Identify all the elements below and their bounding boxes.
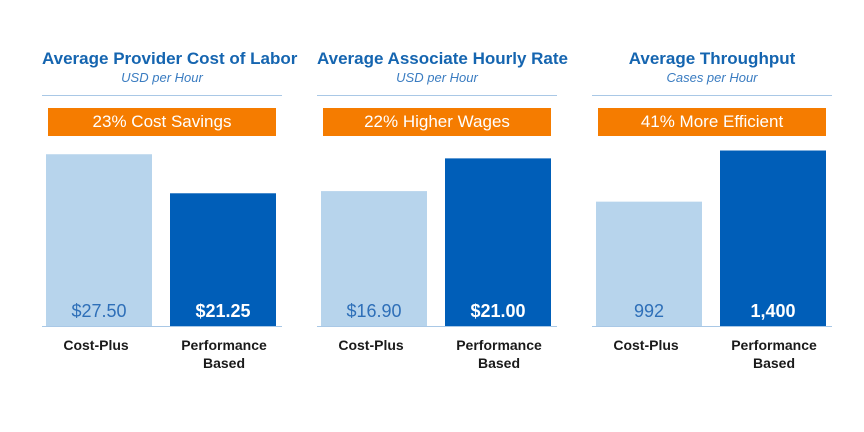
title-divider [42, 95, 282, 96]
data-label-cost-plus: 992 [634, 301, 664, 321]
chart-panel-labor-cost: Average Provider Cost of Labor USD per H… [42, 0, 298, 432]
category-label-performance-based: Performance Based [731, 337, 817, 371]
category-label-cost-plus: Cost-Plus [613, 337, 679, 353]
chart-title: Average Throughput [628, 49, 796, 68]
bar-cost-plus [321, 191, 427, 326]
data-label-performance-based: $21.00 [470, 301, 525, 321]
chart-panel-throughput: Average Throughput Cases per Hour 41% Mo… [592, 0, 832, 432]
bar-chart: 992 1,400 [592, 150, 832, 327]
title-divider [592, 95, 832, 96]
bar-performance-based [720, 150, 826, 326]
bar-cost-plus [46, 154, 152, 326]
chart-panel-hourly-rate: Average Associate Hourly Rate USD per Ho… [317, 0, 569, 432]
category-label-performance-based: Performance Based [456, 337, 542, 371]
chart-subtitle: Cases per Hour [666, 70, 758, 85]
chart-subtitle: USD per Hour [396, 70, 478, 85]
bar-chart: $16.90 $21.00 [317, 158, 557, 327]
data-label-performance-based: 1,400 [750, 301, 795, 321]
callout-banner: 22% Higher Wages [323, 108, 551, 136]
category-label-cost-plus: Cost-Plus [338, 337, 404, 353]
category-label-cost-plus: Cost-Plus [63, 337, 129, 353]
chart-subtitle: USD per Hour [121, 70, 203, 85]
callout-banner: 23% Cost Savings [48, 108, 276, 136]
data-label-cost-plus: $16.90 [346, 301, 401, 321]
bar-cost-plus [596, 201, 702, 326]
category-label-performance-based: Performance Based [181, 337, 267, 371]
title-divider [317, 95, 557, 96]
chart-title: Average Associate Hourly Rate [317, 49, 569, 68]
chart-title: Average Provider Cost of Labor [42, 49, 298, 68]
data-label-performance-based: $21.25 [195, 301, 250, 321]
callout-banner: 41% More Efficient [598, 108, 826, 136]
bar-chart: $27.50 $21.25 [42, 154, 282, 327]
bar-performance-based [445, 158, 551, 326]
bar-performance-based [170, 193, 276, 326]
data-label-cost-plus: $27.50 [71, 301, 126, 321]
